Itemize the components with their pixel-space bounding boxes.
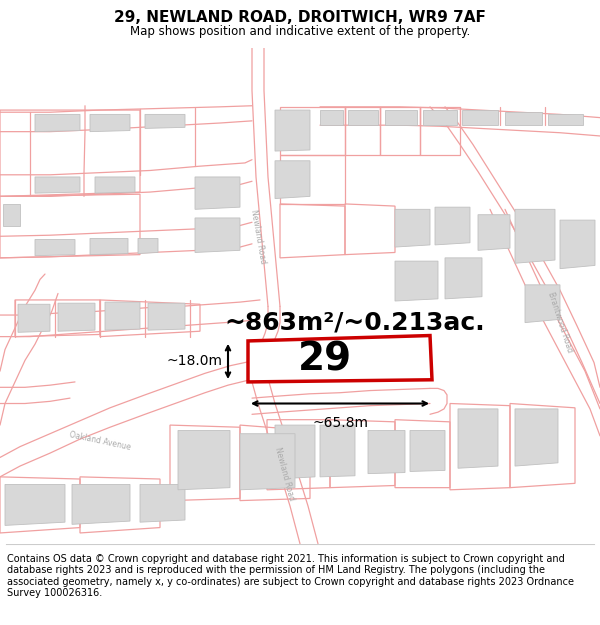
Polygon shape <box>395 209 430 247</box>
Polygon shape <box>95 177 135 193</box>
Polygon shape <box>385 110 417 125</box>
Text: Newland Road: Newland Road <box>274 446 296 501</box>
Text: ~65.8m: ~65.8m <box>312 416 368 431</box>
Polygon shape <box>348 110 378 125</box>
Polygon shape <box>240 434 295 490</box>
Text: ~18.0m: ~18.0m <box>167 354 223 368</box>
Polygon shape <box>3 204 20 226</box>
Polygon shape <box>515 409 558 466</box>
Polygon shape <box>248 336 432 382</box>
Polygon shape <box>505 112 542 125</box>
Polygon shape <box>368 431 405 474</box>
Polygon shape <box>58 303 95 331</box>
Polygon shape <box>435 207 470 245</box>
Polygon shape <box>275 110 310 151</box>
Polygon shape <box>320 110 343 125</box>
Polygon shape <box>320 425 355 477</box>
Polygon shape <box>275 425 315 479</box>
Text: 29, NEWLAND ROAD, DROITWICH, WR9 7AF: 29, NEWLAND ROAD, DROITWICH, WR9 7AF <box>114 11 486 26</box>
Polygon shape <box>478 215 510 251</box>
Polygon shape <box>5 484 65 526</box>
Polygon shape <box>560 220 595 269</box>
Polygon shape <box>462 110 498 125</box>
Text: Map shows position and indicative extent of the property.: Map shows position and indicative extent… <box>130 25 470 38</box>
Polygon shape <box>90 239 128 254</box>
Text: 29: 29 <box>298 341 352 379</box>
Polygon shape <box>445 258 482 299</box>
Polygon shape <box>525 285 560 322</box>
Polygon shape <box>423 110 457 125</box>
Polygon shape <box>90 114 130 132</box>
Polygon shape <box>35 239 75 256</box>
Polygon shape <box>410 431 445 471</box>
Polygon shape <box>138 239 158 254</box>
Polygon shape <box>458 409 498 468</box>
Polygon shape <box>35 114 80 132</box>
Polygon shape <box>548 114 583 125</box>
Polygon shape <box>35 177 80 193</box>
Text: ~863m²/~0.213ac.: ~863m²/~0.213ac. <box>224 311 485 334</box>
Text: Contains OS data © Crown copyright and database right 2021. This information is : Contains OS data © Crown copyright and d… <box>7 554 574 598</box>
Polygon shape <box>18 304 50 332</box>
Polygon shape <box>145 114 185 128</box>
Text: Brantwood Road: Brantwood Road <box>546 291 574 354</box>
Polygon shape <box>195 218 240 252</box>
Polygon shape <box>105 302 140 330</box>
Text: Oakland Avenue: Oakland Avenue <box>68 431 131 452</box>
Polygon shape <box>148 303 185 330</box>
Polygon shape <box>72 484 130 524</box>
Polygon shape <box>515 209 555 263</box>
Text: Newland Road: Newland Road <box>249 208 267 264</box>
Polygon shape <box>195 177 240 209</box>
Polygon shape <box>275 161 310 199</box>
Polygon shape <box>395 261 438 301</box>
Polygon shape <box>140 484 185 522</box>
Polygon shape <box>178 431 230 490</box>
